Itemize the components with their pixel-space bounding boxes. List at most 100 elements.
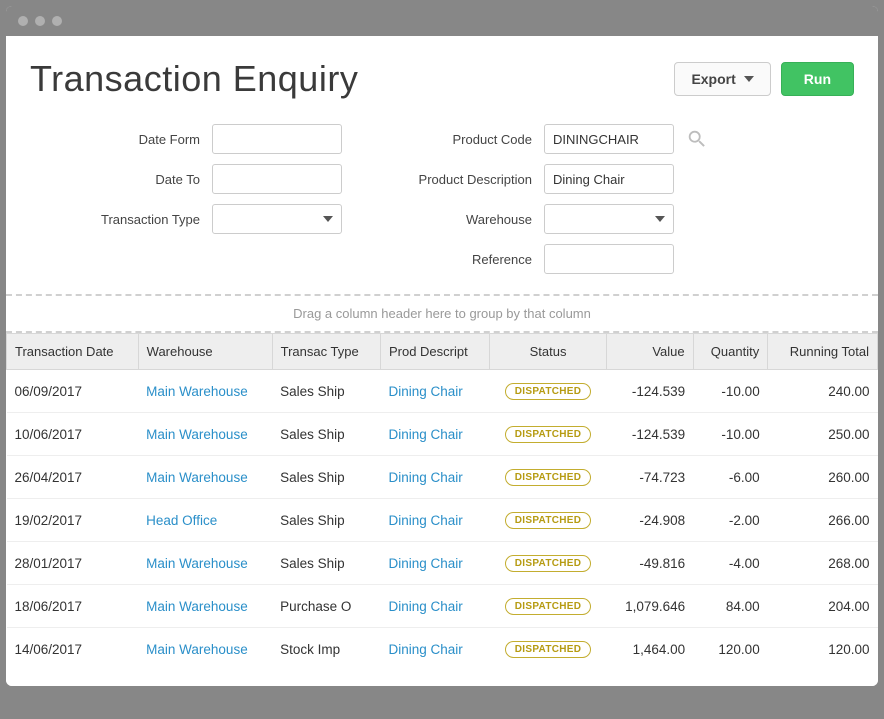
header: Transaction Enquiry Export Run xyxy=(30,58,854,100)
export-label: Export xyxy=(691,71,735,87)
input-date-from[interactable] xyxy=(212,124,342,154)
cell-product-link[interactable]: Dining Chair xyxy=(380,413,489,456)
form-col-right: Product Code Product Description Warehou… xyxy=(402,124,708,274)
cell-warehouse-link[interactable]: Main Warehouse xyxy=(138,413,272,456)
table-row: 26/04/2017Main WarehouseSales ShipDining… xyxy=(7,456,878,499)
cell-type: Purchase O xyxy=(272,585,380,628)
cell-type: Stock Imp xyxy=(272,628,380,671)
cell-status: DISPATCHED xyxy=(490,585,607,628)
window-dot[interactable] xyxy=(35,16,45,26)
col-status[interactable]: Status xyxy=(490,334,607,370)
col-quantity[interactable]: Quantity xyxy=(693,334,768,370)
cell-product-link[interactable]: Dining Chair xyxy=(380,499,489,542)
status-badge: DISPATCHED xyxy=(505,469,592,486)
input-reference[interactable] xyxy=(544,244,674,274)
cell-value: -24.908 xyxy=(606,499,693,542)
status-badge: DISPATCHED xyxy=(505,426,592,443)
cell-status: DISPATCHED xyxy=(490,542,607,585)
window-dot[interactable] xyxy=(52,16,62,26)
select-warehouse[interactable] xyxy=(544,204,674,234)
label-product-description: Product Description xyxy=(402,172,532,187)
label-product-code: Product Code xyxy=(402,132,532,147)
cell-value: 1,079.646 xyxy=(606,585,693,628)
cell-quantity: 84.00 xyxy=(693,585,768,628)
table-row: 06/09/2017Main WarehouseSales ShipDining… xyxy=(7,370,878,413)
form-row-transaction-type: Transaction Type xyxy=(70,204,342,234)
cell-status: DISPATCHED xyxy=(490,456,607,499)
cell-product-link[interactable]: Dining Chair xyxy=(380,585,489,628)
group-by-bar[interactable]: Drag a column header here to group by th… xyxy=(6,294,878,333)
label-date-to: Date To xyxy=(70,172,200,187)
col-transac-type[interactable]: Transac Type xyxy=(272,334,380,370)
cell-warehouse-link[interactable]: Main Warehouse xyxy=(138,585,272,628)
cell-value: -49.816 xyxy=(606,542,693,585)
col-value[interactable]: Value xyxy=(606,334,693,370)
cell-type: Sales Ship xyxy=(272,542,380,585)
run-button[interactable]: Run xyxy=(781,62,854,96)
cell-running: 250.00 xyxy=(768,413,878,456)
caret-down-icon xyxy=(744,76,754,82)
cell-running: 240.00 xyxy=(768,370,878,413)
input-date-to[interactable] xyxy=(212,164,342,194)
run-label: Run xyxy=(804,71,831,87)
cell-warehouse-link[interactable]: Main Warehouse xyxy=(138,628,272,671)
form-row-date-from: Date Form xyxy=(70,124,342,154)
table-wrap: Transaction Date Warehouse Transac Type … xyxy=(6,333,878,670)
app-window: Transaction Enquiry Export Run Date Form… xyxy=(6,6,878,686)
cell-value: -124.539 xyxy=(606,413,693,456)
cell-quantity: -10.00 xyxy=(693,370,768,413)
status-badge: DISPATCHED xyxy=(505,383,592,400)
cell-value: -74.723 xyxy=(606,456,693,499)
window-dot[interactable] xyxy=(18,16,28,26)
input-product-description[interactable] xyxy=(544,164,674,194)
cell-quantity: 120.00 xyxy=(693,628,768,671)
table-row: 28/01/2017Main WarehouseSales ShipDining… xyxy=(7,542,878,585)
cell-type: Sales Ship xyxy=(272,456,380,499)
table-header-row: Transaction Date Warehouse Transac Type … xyxy=(7,334,878,370)
cell-warehouse-link[interactable]: Main Warehouse xyxy=(138,370,272,413)
status-badge: DISPATCHED xyxy=(505,598,592,615)
cell-running: 266.00 xyxy=(768,499,878,542)
export-button[interactable]: Export xyxy=(674,62,770,96)
titlebar xyxy=(6,6,878,36)
cell-type: Sales Ship xyxy=(272,370,380,413)
col-transaction-date[interactable]: Transaction Date xyxy=(7,334,139,370)
status-badge: DISPATCHED xyxy=(505,512,592,529)
search-button[interactable] xyxy=(686,128,708,150)
status-badge: DISPATCHED xyxy=(505,555,592,572)
cell-date: 18/06/2017 xyxy=(7,585,139,628)
filter-form: Date Form Date To Transaction Type xyxy=(30,124,854,294)
cell-date: 06/09/2017 xyxy=(7,370,139,413)
cell-warehouse-link[interactable]: Main Warehouse xyxy=(138,542,272,585)
cell-product-link[interactable]: Dining Chair xyxy=(380,628,489,671)
cell-running: 268.00 xyxy=(768,542,878,585)
cell-product-link[interactable]: Dining Chair xyxy=(380,456,489,499)
form-row-warehouse: Warehouse xyxy=(402,204,708,234)
col-prod-descript[interactable]: Prod Descript xyxy=(380,334,489,370)
status-badge: DISPATCHED xyxy=(505,641,592,658)
cell-quantity: -4.00 xyxy=(693,542,768,585)
cell-status: DISPATCHED xyxy=(490,628,607,671)
input-product-code[interactable] xyxy=(544,124,674,154)
cell-product-link[interactable]: Dining Chair xyxy=(380,542,489,585)
cell-date: 28/01/2017 xyxy=(7,542,139,585)
col-running-total[interactable]: Running Total xyxy=(768,334,878,370)
table-row: 10/06/2017Main WarehouseSales ShipDining… xyxy=(7,413,878,456)
cell-warehouse-link[interactable]: Head Office xyxy=(138,499,272,542)
label-transaction-type: Transaction Type xyxy=(70,212,200,227)
cell-value: 1,464.00 xyxy=(606,628,693,671)
cell-running: 260.00 xyxy=(768,456,878,499)
select-transaction-type[interactable] xyxy=(212,204,342,234)
table-row: 19/02/2017Head OfficeSales ShipDining Ch… xyxy=(7,499,878,542)
form-col-left: Date Form Date To Transaction Type xyxy=(70,124,342,274)
cell-quantity: -6.00 xyxy=(693,456,768,499)
cell-product-link[interactable]: Dining Chair xyxy=(380,370,489,413)
cell-type: Sales Ship xyxy=(272,413,380,456)
transactions-table: Transaction Date Warehouse Transac Type … xyxy=(6,333,878,670)
col-warehouse[interactable]: Warehouse xyxy=(138,334,272,370)
cell-date: 26/04/2017 xyxy=(7,456,139,499)
caret-down-icon xyxy=(323,216,333,222)
cell-status: DISPATCHED xyxy=(490,499,607,542)
table-row: 14/06/2017Main WarehouseStock ImpDining … xyxy=(7,628,878,671)
cell-warehouse-link[interactable]: Main Warehouse xyxy=(138,456,272,499)
